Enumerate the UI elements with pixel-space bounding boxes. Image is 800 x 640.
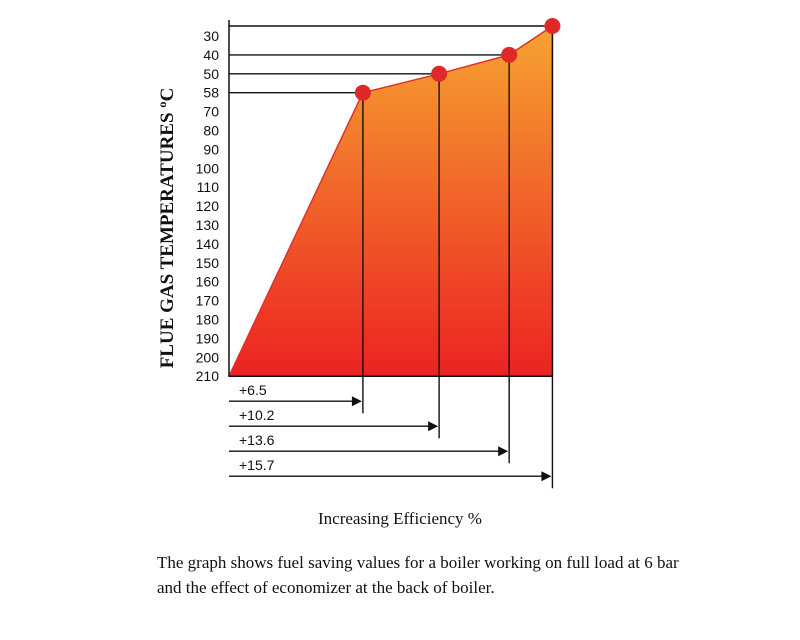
efficiency-arrow-head-1 — [351, 396, 362, 407]
chart-markers — [354, 18, 561, 101]
y-tick-label: 80 — [203, 123, 219, 139]
y-tick-label: 180 — [196, 312, 220, 328]
y-tick-label: 140 — [196, 236, 220, 252]
y-tick-label: 150 — [196, 255, 220, 271]
y-tick-label: 130 — [196, 217, 220, 233]
y-tick-label: 40 — [203, 47, 219, 63]
x-axis-label: Increasing Efficiency % — [318, 509, 482, 528]
y-tick-label: 210 — [196, 368, 220, 384]
chart-lines-layer — [228, 20, 554, 489]
efficiency-arrow-head-4 — [541, 471, 552, 482]
data-point-marker — [354, 84, 371, 101]
y-tick-labels: 30 40 50 58 70 80 90 100 110 120 130 140 150 160 170 18… — [196, 28, 220, 384]
chart-caption: The graph shows fuel saving values for a… — [157, 553, 679, 597]
efficiency-arrow-head-3 — [498, 446, 509, 457]
efficiency-area — [227, 24, 554, 377]
data-point-marker — [544, 18, 561, 34]
efficiency-arrows: +6.5 +10.2 +13.6 +15.7 — [229, 382, 552, 482]
y-tick-label: 110 — [197, 179, 220, 195]
y-tick-label: 90 — [203, 141, 219, 157]
y-tick-label: 160 — [196, 274, 220, 290]
efficiency-arrow-head-2 — [428, 421, 439, 432]
efficiency-gain-label: +15.7 — [239, 457, 275, 473]
data-point-marker — [431, 65, 448, 82]
y-tick-label: 58 — [203, 85, 219, 101]
y-tick-label: 30 — [203, 28, 219, 44]
y-tick-label: 70 — [203, 104, 219, 120]
y-tick-label: 100 — [196, 160, 220, 176]
efficiency-gain-label: +10.2 — [239, 407, 275, 423]
y-tick-label: 50 — [203, 66, 219, 82]
efficiency-gain-label: +6.5 — [239, 382, 267, 398]
y-tick-label: 120 — [196, 198, 220, 214]
data-point-marker — [501, 46, 518, 63]
efficiency-gain-label: +13.6 — [239, 432, 275, 448]
y-axis-label: FLUE GAS TEMPERATURES ºC — [157, 87, 178, 369]
y-tick-label: 170 — [196, 293, 220, 309]
y-tick-label: 200 — [196, 349, 220, 365]
y-tick-label: 190 — [196, 330, 220, 346]
chart-area-layer — [227, 24, 554, 377]
